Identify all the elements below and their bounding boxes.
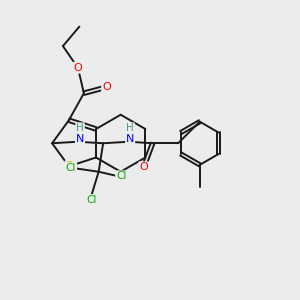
Text: N: N: [76, 134, 84, 144]
Text: H: H: [126, 123, 134, 133]
Text: H: H: [76, 123, 84, 133]
Text: S: S: [65, 161, 73, 171]
Text: Cl: Cl: [66, 163, 76, 173]
Text: Cl: Cl: [116, 171, 126, 181]
Text: O: O: [139, 162, 148, 172]
Text: O: O: [74, 63, 82, 73]
Text: Cl: Cl: [86, 195, 96, 205]
Text: O: O: [102, 82, 111, 92]
Text: N: N: [126, 134, 134, 144]
